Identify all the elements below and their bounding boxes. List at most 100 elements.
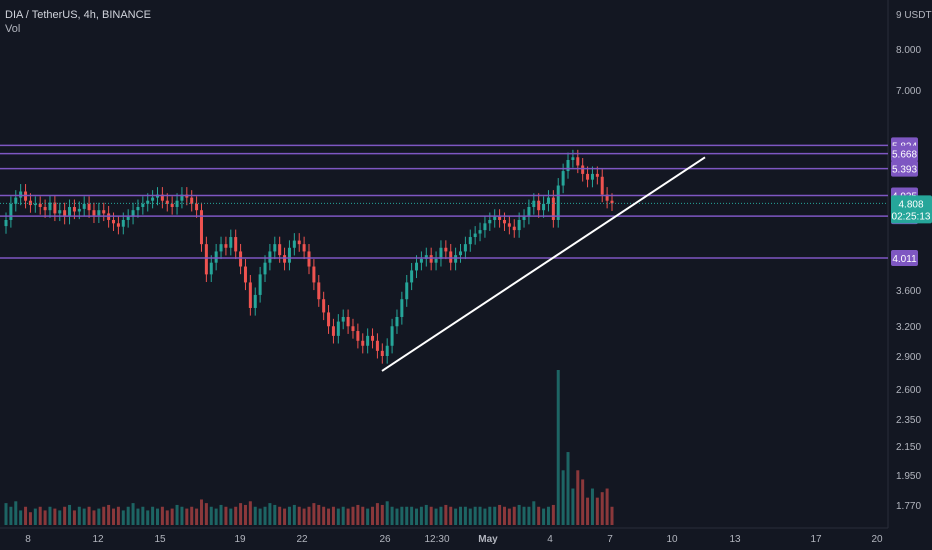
candle-body (180, 194, 184, 201)
level-label: 5.393 (892, 165, 917, 176)
volume-bar (317, 504, 321, 525)
candle-body (77, 208, 81, 212)
candle-body (165, 200, 169, 204)
candle-body (146, 200, 150, 204)
volume-bar (429, 506, 433, 525)
volume-bar (488, 506, 492, 525)
candle-body (322, 299, 326, 313)
volume-bar (336, 508, 340, 525)
candle-body (507, 223, 511, 227)
candle-body (268, 251, 272, 263)
candle-body (434, 258, 438, 263)
volume-bar (610, 506, 614, 525)
volume-bar (165, 510, 169, 525)
candle-body (566, 159, 570, 172)
candle-body (204, 244, 208, 275)
volume-bar (116, 506, 120, 525)
volume-bar (38, 506, 42, 525)
candle-body (537, 200, 541, 211)
candle-body (605, 194, 609, 201)
volume-bar (576, 470, 580, 525)
volume-bar (283, 508, 287, 525)
candle-body (243, 266, 247, 283)
price-tick-label: 2.150 (896, 442, 921, 453)
candle-body (19, 191, 23, 198)
volume-bar (478, 506, 482, 525)
volume-bar (556, 370, 560, 525)
symbol-title: DIA / TetherUS, 4h, BINANCE (5, 9, 151, 21)
candle-body (239, 251, 243, 267)
candle-body (141, 203, 145, 207)
price-tick-label: 3.200 (896, 322, 921, 333)
price-tick-label: 8.000 (896, 45, 921, 56)
volume-bar (551, 504, 555, 525)
candle-body (493, 216, 497, 220)
candle-body (33, 203, 37, 206)
candle-body (199, 210, 203, 245)
candle-body (92, 210, 96, 216)
price-tick-label: 2.350 (896, 415, 921, 426)
candle-body (136, 206, 140, 211)
volume-bar (546, 506, 550, 525)
time-tick-label: 12:30 (424, 534, 449, 545)
volume-bar (185, 508, 189, 525)
volume-bar (63, 506, 67, 525)
price-tick-label: 1.770 (896, 501, 921, 512)
candle-body (415, 262, 419, 271)
candle-body (121, 219, 125, 227)
candle-body (351, 326, 355, 332)
candle-body (419, 258, 423, 263)
volume-bar (371, 506, 375, 525)
candle-body (468, 237, 472, 245)
candle-body (170, 203, 174, 207)
volume-bar (327, 508, 331, 525)
volume-bar (483, 508, 487, 525)
candle-body (331, 326, 335, 336)
candle-body (439, 247, 443, 259)
candle-body (502, 219, 506, 224)
volume-bar (204, 503, 208, 525)
candle-body (43, 206, 47, 211)
volume-bar (439, 506, 443, 525)
candle-body (327, 312, 331, 327)
candle-body (473, 233, 477, 238)
time-tick-label: 12 (92, 534, 104, 545)
candle-body (346, 316, 350, 327)
candle-body (590, 173, 594, 180)
volume-bar (146, 510, 150, 525)
candle-body (581, 165, 585, 174)
candle-body (395, 316, 399, 327)
time-tick-label: 8 (25, 534, 31, 545)
candle-body (283, 255, 287, 263)
volume-bar (415, 508, 419, 525)
time-tick-label: 19 (234, 534, 246, 545)
volume-bar (4, 503, 8, 525)
candle-body (600, 176, 604, 195)
volume-bar (361, 506, 365, 525)
candle-body (478, 230, 482, 234)
candle-body (371, 335, 375, 341)
candle-body (488, 219, 492, 224)
candle-body (273, 244, 277, 252)
candle-body (263, 262, 267, 275)
volume-bar (571, 488, 575, 525)
trend-line[interactable] (381, 156, 706, 372)
candle-body (595, 173, 599, 177)
volume-bar (595, 497, 599, 525)
price-tick-label: 3.600 (896, 286, 921, 297)
time-tick-label: 7 (607, 534, 613, 545)
volume-bar (82, 508, 86, 525)
candle-body (380, 350, 384, 356)
candle-body (542, 203, 546, 211)
volume-bar (248, 501, 252, 525)
volume-bar (459, 506, 462, 525)
volume-bar (346, 508, 350, 525)
volume-bar (160, 506, 164, 525)
volume-bar (58, 510, 62, 525)
volume-bar (366, 508, 370, 525)
volume-bar (121, 510, 125, 525)
volume-bar (385, 501, 389, 525)
price-tick-label: 2.900 (896, 352, 921, 363)
volume-label: Vol (5, 23, 21, 35)
